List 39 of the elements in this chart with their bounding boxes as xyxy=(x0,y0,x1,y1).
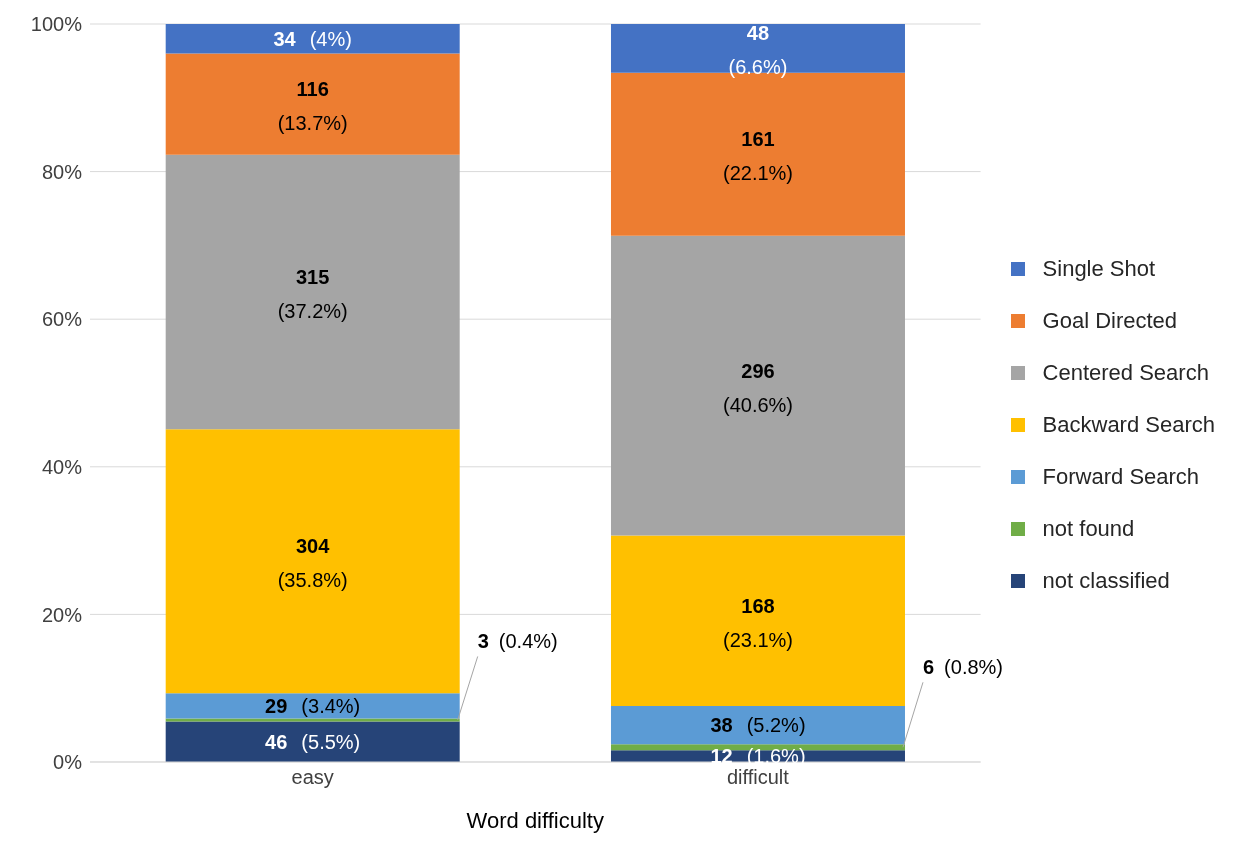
legend-label: Forward Search xyxy=(1042,464,1200,490)
bar xyxy=(165,53,460,155)
data-label: 46 (5.5%) xyxy=(265,730,361,753)
legend-label: Backward Search xyxy=(1042,412,1215,438)
data-label: 116 (13.7%) xyxy=(277,78,348,135)
bar xyxy=(165,429,460,694)
bar xyxy=(165,718,460,722)
data-label: 48 (6.6%) xyxy=(728,22,788,79)
x-tick-label: easy xyxy=(291,766,334,789)
x-axis-title: Word difficulty xyxy=(466,808,604,833)
data-label: 304 (35.8%) xyxy=(277,535,348,592)
y-tick-label: 0% xyxy=(53,751,83,774)
legend-label: Goal Directed xyxy=(1042,308,1178,334)
legend-label: Single Shot xyxy=(1042,256,1156,282)
legend-label: Centered Search xyxy=(1042,360,1209,386)
y-tick-label: 40% xyxy=(41,455,83,478)
data-label: 6 (0.8%) xyxy=(922,656,1004,679)
data-label: 38 (5.2%) xyxy=(710,714,806,737)
data-label: 29 (3.4%) xyxy=(265,694,361,717)
data-label: 296 (40.6%) xyxy=(722,359,793,416)
bar xyxy=(610,535,905,706)
bar xyxy=(165,154,460,430)
y-tick-label: 20% xyxy=(41,603,83,626)
legend-label: not classified xyxy=(1042,568,1170,594)
data-label: 161 (22.1%) xyxy=(722,128,793,185)
bar xyxy=(165,24,460,54)
data-label: 315 (37.2%) xyxy=(277,265,348,322)
bar xyxy=(610,705,905,745)
bar xyxy=(610,235,905,536)
data-label: 34 (4%) xyxy=(273,27,352,50)
bar xyxy=(165,693,460,719)
bar xyxy=(165,721,460,762)
data-label: 3 (0.4%) xyxy=(477,630,558,653)
data-label: 168 (23.1%) xyxy=(722,594,793,651)
x-tick-label: difficult xyxy=(726,766,790,789)
y-tick-label: 60% xyxy=(41,308,83,331)
legend-label: not found xyxy=(1042,516,1135,542)
y-tick-label: 100% xyxy=(30,13,83,36)
y-tick-label: 80% xyxy=(41,160,83,183)
